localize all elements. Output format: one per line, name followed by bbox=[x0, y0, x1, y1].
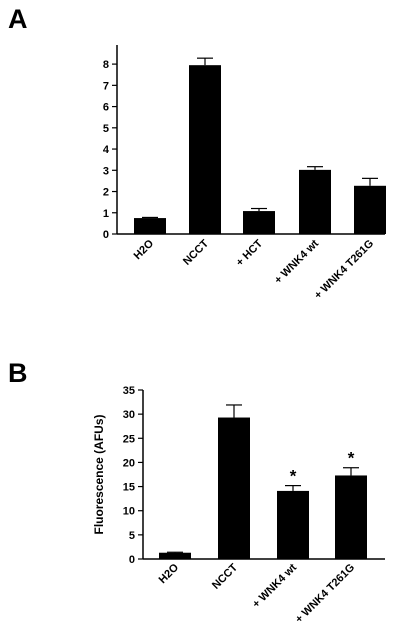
panel-a-y-tick-label: 3 bbox=[103, 165, 109, 177]
panel-a-category-label: + WNK4 T261G bbox=[312, 238, 376, 302]
panel-b-y-tick-label: 20 bbox=[123, 457, 135, 469]
panel-a-y-tick-label: 0 bbox=[103, 229, 109, 241]
panel-a-bar bbox=[134, 218, 166, 234]
panel-a-category-label: NCCT bbox=[181, 237, 211, 267]
panel-b-y-tick-label: 0 bbox=[129, 554, 135, 566]
panel-b-bar bbox=[277, 490, 309, 559]
panel-b-category-label: + WNK4 wt bbox=[250, 561, 299, 610]
panel-b-y-tick-label: 15 bbox=[123, 482, 135, 494]
panel-a-category-label: + HCT bbox=[234, 237, 265, 268]
panel-a-y-tick-label: 8 bbox=[103, 59, 109, 71]
panel-a-bar bbox=[189, 65, 221, 234]
panel-a-letter: A bbox=[8, 4, 28, 34]
panel-a-y-tick-label: 5 bbox=[103, 123, 109, 135]
panel-b-category-label: NCCT bbox=[210, 561, 240, 591]
panel-b-category-label: H2O bbox=[157, 561, 182, 586]
panel-b-y-tick-label: 30 bbox=[123, 409, 135, 421]
panel-a-bar bbox=[243, 211, 275, 234]
panel-b-letter: B bbox=[8, 358, 28, 388]
panel-a-bar bbox=[299, 169, 331, 234]
panel-b-bar bbox=[335, 475, 367, 559]
panel-b-chart: B 0 5 10 15 20 25 30 35 Fluorescence (AFUs) H2O NCC… bbox=[8, 358, 385, 626]
panel-b-significance-mark: * bbox=[290, 467, 297, 486]
panel-b-significance-mark: * bbox=[348, 449, 355, 468]
panel-b-y-tick-label: 35 bbox=[123, 385, 135, 397]
panel-a-bar bbox=[354, 185, 386, 234]
panel-a-y-tick-label: 1 bbox=[103, 208, 109, 220]
panel-a-chart: A 0 1 2 3 4 5 6 7 8 H2O NCCT + HCT + WNK4 wt+ WNK4 T2… bbox=[8, 4, 386, 302]
panel-a-y-tick-label: 6 bbox=[103, 102, 109, 114]
panel-a-y-tick-label: 7 bbox=[103, 80, 109, 92]
panel-b-bar bbox=[159, 552, 191, 559]
panel-b-bar bbox=[218, 417, 250, 559]
panel-a-y-tick-label: 2 bbox=[103, 187, 109, 199]
panel-b-y-tick-label: 25 bbox=[123, 433, 135, 445]
panel-b-category-label: + WNK4 T261G bbox=[293, 562, 357, 626]
panel-b-y-tick-label: 10 bbox=[123, 506, 135, 518]
panel-b-y-tick-label: 5 bbox=[129, 530, 135, 542]
panel-a-y-tick-label: 4 bbox=[103, 144, 110, 156]
panel-a-category-label: + WNK4 wt bbox=[272, 237, 321, 286]
panel-b-y-axis-title: Fluorescence (AFUs) bbox=[92, 414, 106, 534]
panel-a-category-label: H2O bbox=[132, 237, 157, 262]
